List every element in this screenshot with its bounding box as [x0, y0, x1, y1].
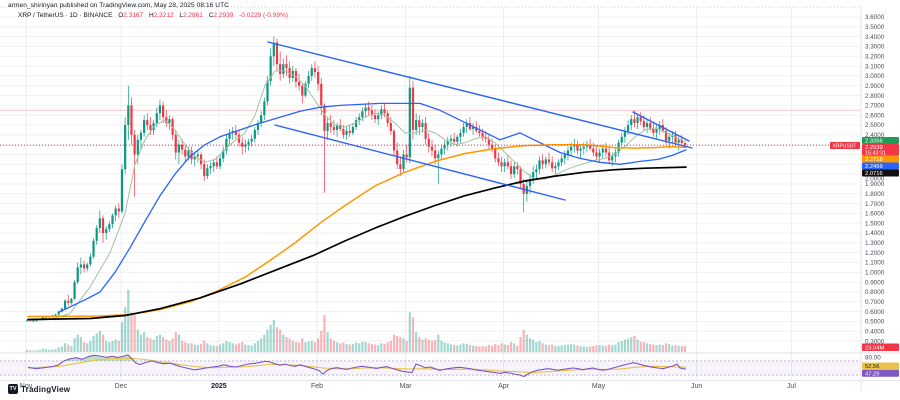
price-axis-label: 2.6000 — [865, 112, 885, 119]
price-axis-label: 0.6000 — [865, 309, 885, 316]
price-axis-label: 1.4000 — [865, 230, 885, 237]
axis-badge — [862, 155, 899, 163]
price-axis-label: 2.7000 — [865, 103, 885, 110]
symbol-price-label — [830, 142, 860, 149]
price-axis-label: 2.5000 — [865, 122, 885, 129]
price-axis-label: 1.8000 — [865, 191, 885, 198]
price-axis-label: 2.0000 — [865, 175, 885, 182]
price-axis-label: 1.7000 — [865, 201, 885, 208]
price-axis-label: 0.3000 — [865, 338, 885, 345]
rsi-line — [27, 354, 687, 378]
time-axis-label: Mar — [400, 383, 413, 390]
moving-averages-layer — [27, 70, 687, 321]
price-axis-label: 3.6000 — [865, 14, 885, 21]
price-axis-label: 0.9000 — [865, 279, 885, 286]
time-axis-label: Feb — [311, 383, 323, 390]
price-axis-label: 0.8000 — [865, 289, 885, 296]
candlestick-series — [26, 36, 687, 323]
svg-text:2.2939: 2.2939 — [865, 145, 883, 151]
trendlines-layer[interactable] — [267, 41, 693, 201]
tradingview-logo-text: TradingView — [21, 384, 71, 394]
price-axis-label: 3.0000 — [865, 73, 885, 80]
price-axis-label: 3.5000 — [865, 24, 885, 31]
price-axis-label: 1.2000 — [865, 250, 885, 257]
price-axis-label: 2.8000 — [865, 93, 885, 100]
ma-line-sma50 — [59, 102, 687, 313]
pane-separators — [0, 7, 900, 392]
rsi-pane — [0, 354, 861, 378]
price-axis-label: 3.3000 — [865, 44, 885, 51]
trendline-2[interactable] — [274, 124, 566, 201]
ohlc-open-value: 2.3167 — [123, 12, 144, 19]
price-axis-label: 2.9000 — [865, 83, 885, 90]
axis-badge — [862, 362, 899, 370]
price-axis[interactable]: 3.6000 3.5000 3.4000 3.3000 3.2000 3.1000 3.00… — [865, 14, 885, 345]
ohlc-open-label: O — [118, 12, 124, 19]
symbol-info-bar[interactable]: XRP / TetherUS · 1D · BINANCE O2.3167 H2… — [18, 12, 288, 19]
price-axis-label: 1.0000 — [865, 270, 885, 277]
ohlc-close-value: 2.2939 — [213, 12, 234, 19]
ohlc-low-label: L — [179, 12, 184, 19]
axis-badge — [862, 343, 899, 351]
time-axis-label: Dec — [115, 383, 128, 390]
svg-text:23.94M: 23.94M — [865, 345, 885, 351]
ohlc-change-value: -0.0229 (-0.99%) — [239, 12, 288, 19]
price-axis-label: 1.1000 — [865, 260, 885, 267]
time-axis[interactable]: Nov Dec 2025 Feb Mar Apr May Jun Jul — [20, 383, 797, 390]
svg-text:XRPUSDT: XRPUSDT — [833, 143, 857, 149]
ohlc-low-value: 2.2861 — [183, 12, 203, 19]
time-axis-label: 2025 — [211, 383, 227, 390]
bar-close-countdown: 15:43:31 — [865, 150, 886, 156]
svg-text:2.0716: 2.0716 — [865, 171, 883, 177]
trendline-1[interactable] — [267, 41, 693, 149]
axis-badge — [862, 169, 899, 177]
price-axis-label: 0.5000 — [865, 319, 885, 326]
publish-attribution: armen_shirinyan published on TradingView… — [8, 2, 229, 9]
svg-text:2.2718: 2.2718 — [865, 157, 883, 163]
price-axis-label: 1.3000 — [865, 240, 885, 247]
axis-badge — [862, 369, 899, 377]
svg-text:2.2469: 2.2469 — [865, 164, 883, 170]
svg-text:52.56: 52.56 — [865, 364, 880, 370]
price-axis-label: 3.1000 — [865, 63, 885, 70]
price-axis-label: 3.2000 — [865, 53, 885, 60]
price-axis-label: 0.7000 — [865, 299, 885, 306]
svg-text:2.3266: 2.3266 — [865, 139, 883, 145]
rsi-band-fill — [0, 360, 861, 376]
volume-histogram — [26, 290, 687, 352]
price-axis-label: 3.4000 — [865, 34, 885, 41]
trendline-3[interactable] — [632, 111, 690, 142]
ohlc-close-label: C — [208, 12, 214, 19]
axis-badge — [862, 162, 899, 170]
tradingview-logo-icon: TV — [8, 384, 18, 394]
time-axis-label: Jul — [787, 383, 796, 390]
price-axis-label: 2.4000 — [865, 132, 885, 139]
ma-line-sma100 — [27, 143, 687, 318]
time-axis-label: Jun — [691, 383, 702, 390]
price-axis-label: 1.5000 — [865, 220, 885, 227]
axis-badge — [862, 137, 899, 144]
ma-line-sma200 — [27, 166, 687, 321]
tradingview-watermark[interactable]: TV TradingView — [8, 384, 70, 394]
svg-text:47.29: 47.29 — [865, 372, 880, 378]
ohlc-high-value: 2.3212 — [153, 12, 174, 19]
price-axis-label: 1.9000 — [865, 181, 885, 188]
grid-layer — [0, 6, 861, 381]
ma-line-ema21 — [27, 70, 687, 321]
price-axis-label: 0.4000 — [865, 328, 885, 335]
time-axis-label: Nov — [20, 383, 33, 390]
symbol-title: XRP / TetherUS · 1D · BINANCE — [18, 12, 113, 19]
axis-badge — [862, 144, 899, 156]
price-axis-label: 1.6000 — [865, 211, 885, 218]
time-axis-label: May — [592, 383, 606, 390]
rsi-scale-label: 80.00 — [865, 355, 881, 362]
ohlc-high-label: H — [148, 12, 154, 19]
time-axis-label: Apr — [498, 383, 510, 390]
